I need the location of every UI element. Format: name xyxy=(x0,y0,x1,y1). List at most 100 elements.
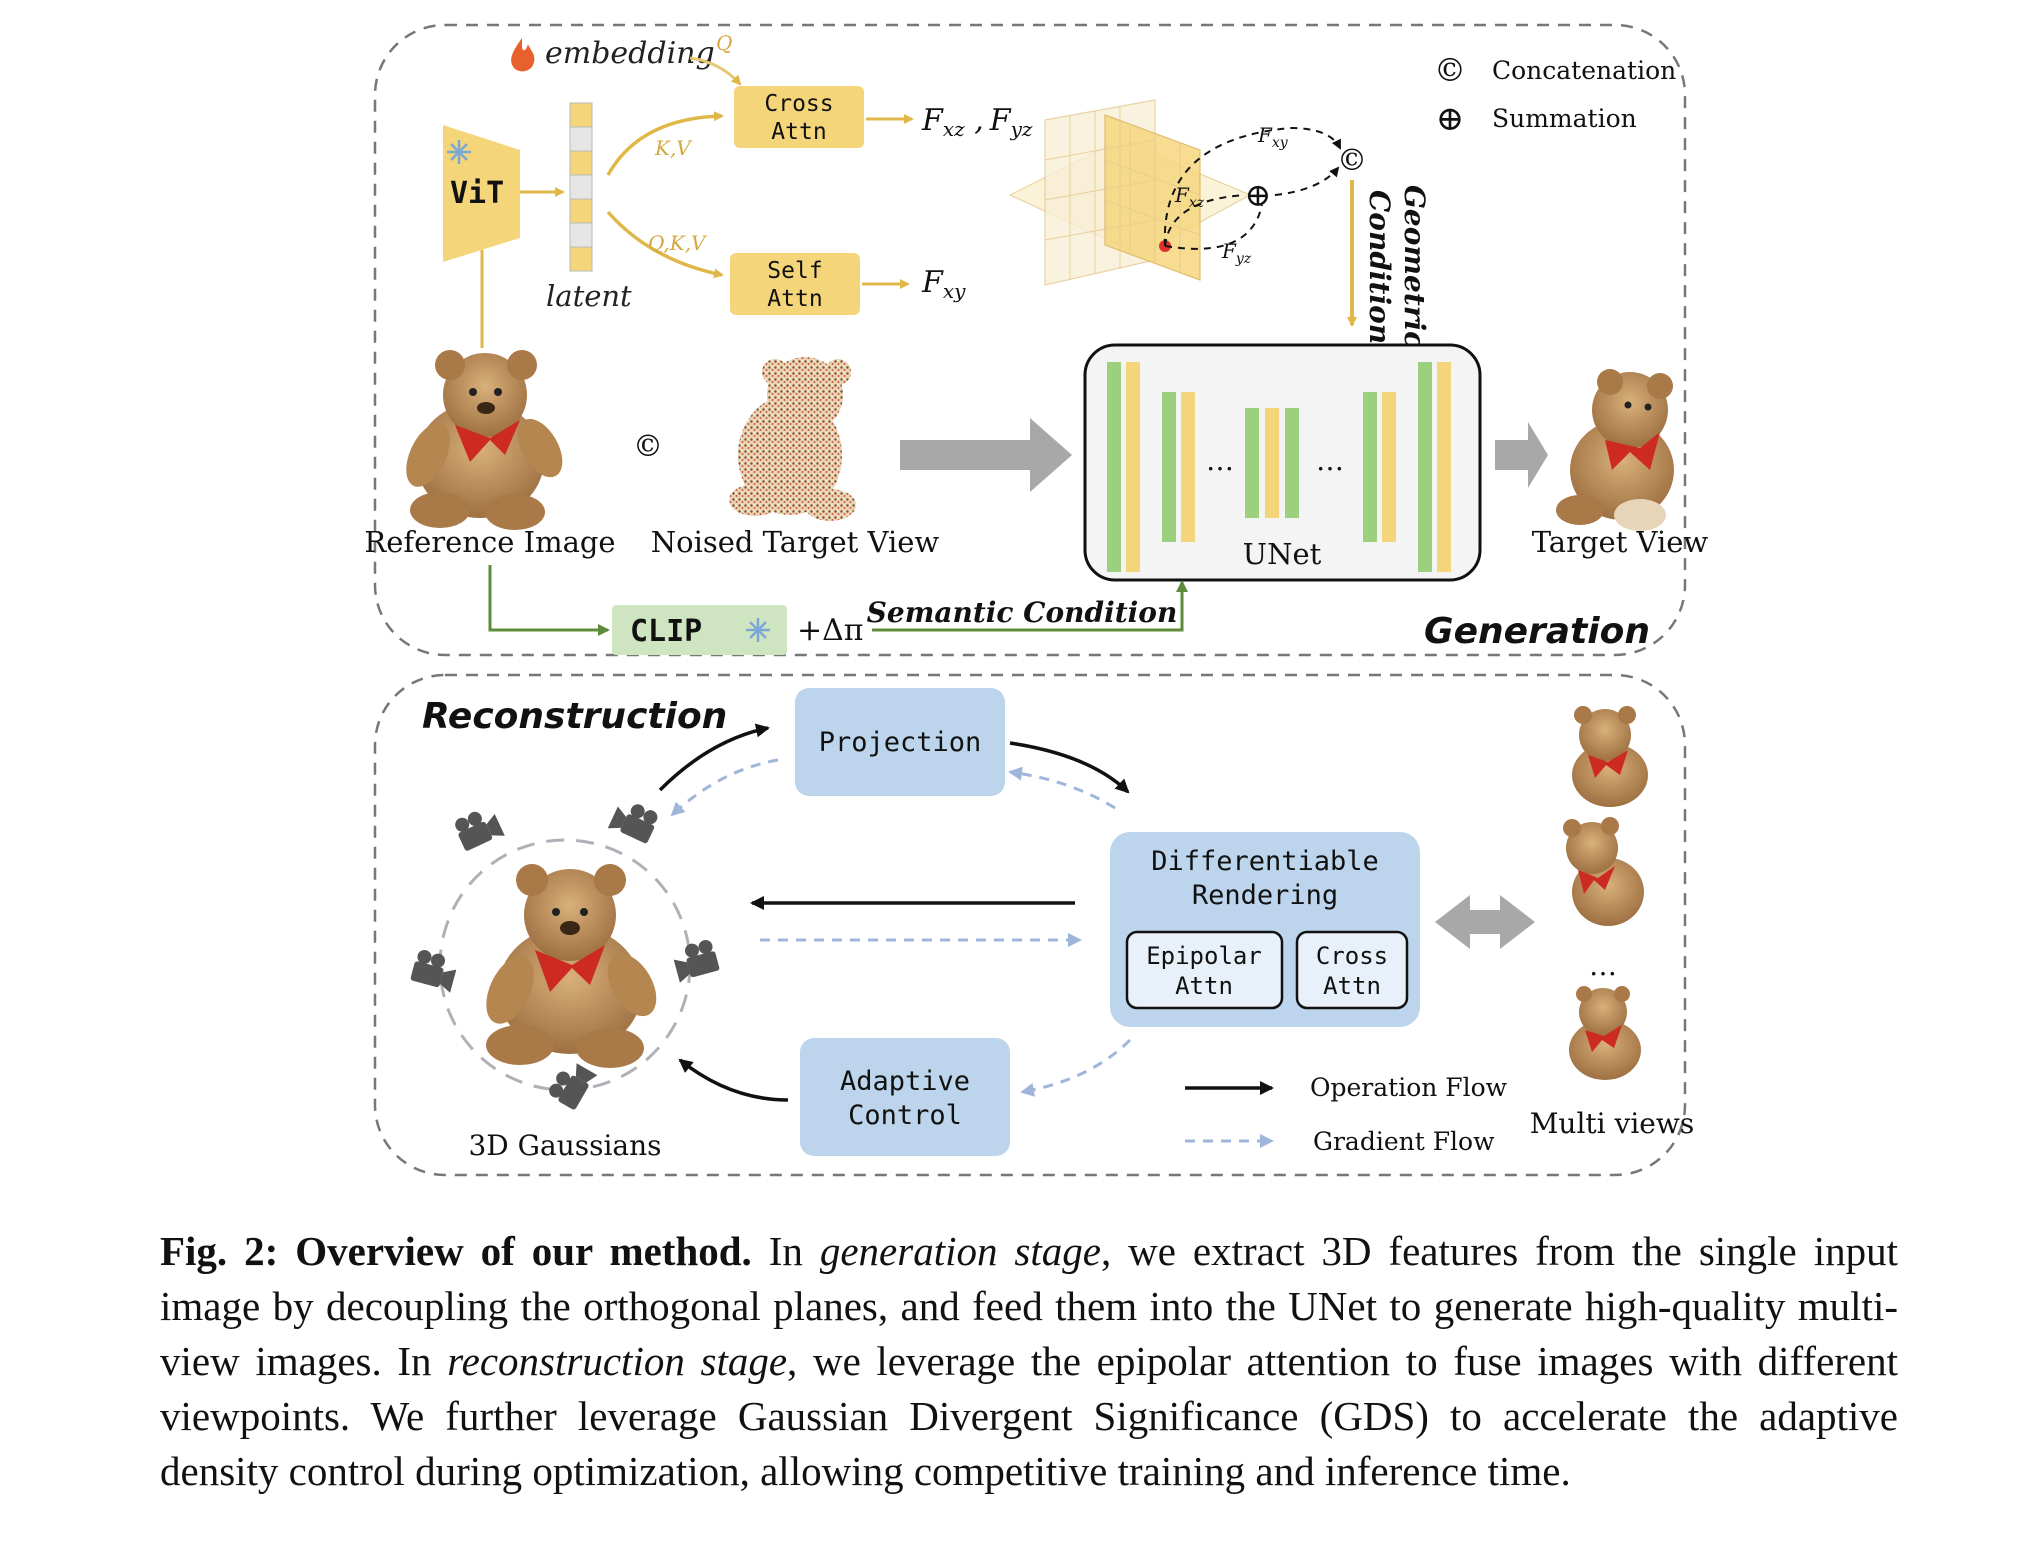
projection-to-rendering-arrow xyxy=(1009,741,1130,794)
delta-pi-label: +Δπ xyxy=(797,613,864,648)
plane-fyz-label: Fyz xyxy=(1221,239,1252,267)
image-to-clip-arrow xyxy=(488,565,610,636)
cross-attn-line1: Cross xyxy=(764,91,833,117)
caption-text-2: , we extract 3D features from the single… xyxy=(160,1228,1898,1384)
cross-attn-line2: Attn xyxy=(771,119,826,145)
noised-target-label: Noised Target View xyxy=(651,525,940,559)
clip-box xyxy=(612,605,787,655)
diff-rendering-line2: Rendering xyxy=(1192,880,1338,911)
method-overview-diagram: embedding Q ViT latent K,V Q,K,V Cross A… xyxy=(364,23,1709,1177)
q-label: Q xyxy=(716,31,732,55)
rendering-gradient-to-projection-arrow xyxy=(1008,766,1116,810)
unet-dots-left: … xyxy=(1206,444,1234,477)
kv-label: K,V xyxy=(654,136,693,160)
reconstruction-panel xyxy=(373,673,1687,1177)
projection-box xyxy=(795,688,1005,796)
caption-lead: Fig. 2: Overview of our method. xyxy=(160,1228,752,1274)
unet-dots-right: … xyxy=(1316,444,1344,477)
gaussian-teddy xyxy=(486,864,657,1068)
projection-label: Projection xyxy=(819,727,982,758)
noised-target-image xyxy=(729,357,856,521)
cross-recon-line2: Attn xyxy=(1323,972,1381,1000)
diff-rendering-line1: Differentiable xyxy=(1151,846,1379,877)
caption-italic-reconstruction: reconstruction stage xyxy=(447,1338,788,1384)
embedding-label: embedding xyxy=(545,36,715,71)
snowflake-icon xyxy=(447,140,471,164)
input-to-unet-arrow xyxy=(900,418,1072,492)
figure-caption: Fig. 2: Overview of our method. In gener… xyxy=(160,1224,1898,1499)
generation-stage-label: Generation xyxy=(1424,611,1650,652)
plane-fxz-label: Fxz xyxy=(1174,183,1205,211)
cross-recon-line1: Cross xyxy=(1316,942,1388,970)
self-attn-line1: Self xyxy=(767,258,822,284)
camera-icon-top-right xyxy=(607,804,658,844)
rendering-gradient-to-adaptive-arrow xyxy=(1020,1038,1132,1097)
flame-icon xyxy=(511,38,535,72)
cross-attn-recon-box xyxy=(1295,930,1409,1010)
multi-view-teddy-2 xyxy=(1563,817,1644,926)
reference-teddy-image xyxy=(406,350,563,530)
adaptive-control-box xyxy=(800,1038,1010,1156)
multi-view-teddy-3 xyxy=(1569,986,1641,1080)
semantic-condition-arrow xyxy=(872,580,1188,632)
multi-views-dots: … xyxy=(1589,949,1617,982)
caption-text-3: , we leverage the epipolar attention to … xyxy=(160,1338,1899,1494)
adaptive-line1: Adaptive xyxy=(840,1066,970,1097)
legend-sum-icon: ⊕ xyxy=(1436,99,1465,139)
gaussians-to-projection-arrow xyxy=(658,723,770,792)
target-view-image xyxy=(1556,369,1674,531)
legend-concat-icon: © xyxy=(1434,51,1466,89)
fyz-sample-path xyxy=(1164,204,1263,250)
rendering-multiview-double-arrow xyxy=(1435,895,1535,949)
generation-panel xyxy=(373,23,1687,657)
camera-icon-left xyxy=(410,949,457,993)
qkv-label: Q,K,V xyxy=(648,231,708,255)
multi-views-label: Multi views xyxy=(1530,1107,1694,1140)
epipolar-line1: Epipolar xyxy=(1146,942,1262,970)
clip-snowflake-icon xyxy=(746,618,770,642)
legend-gradient-flow: Gradient Flow xyxy=(1313,1127,1495,1156)
geometric-label-line2: Condition xyxy=(1363,190,1396,344)
concat-icon-inline: © xyxy=(633,429,663,464)
gaussians-label: 3D Gaussians xyxy=(468,1129,661,1162)
embedding-to-cross-arrow xyxy=(689,56,742,86)
fxz-sample-path xyxy=(1164,194,1246,247)
reference-image-label: Reference Image xyxy=(364,525,615,559)
unet-label: UNet xyxy=(1243,537,1322,571)
self-attn-line2: Attn xyxy=(767,286,822,312)
caption-text-1: In xyxy=(751,1228,820,1274)
fxy-sample-path xyxy=(1163,126,1341,247)
semantic-condition-label: Semantic Condition xyxy=(867,596,1178,629)
plane-fxy-label: Fxy xyxy=(1257,123,1289,151)
fxy-output: Fxy xyxy=(921,265,966,303)
cross-attn-box xyxy=(734,86,864,148)
epipolar-attn-box xyxy=(1125,930,1284,1010)
unet-layers xyxy=(1107,362,1451,572)
latent-label: latent xyxy=(546,279,632,313)
latent-tokens xyxy=(569,102,593,272)
self-attn-box xyxy=(730,253,860,315)
caption-italic-generation: generation stage xyxy=(819,1228,1101,1274)
sum-to-concat-path xyxy=(1274,166,1340,196)
projection-gradient-back-arrow xyxy=(670,758,779,817)
geometric-label-line1: Geometric xyxy=(1398,185,1431,348)
camera-icon-bottom xyxy=(549,1063,598,1110)
legend-summation: Summation xyxy=(1492,104,1637,133)
sum-icon: ⊕ xyxy=(1245,176,1272,214)
clip-label: CLIP xyxy=(630,614,702,649)
camera-icon-top-left xyxy=(455,811,505,851)
adaptive-line2: Control xyxy=(848,1100,962,1131)
concat-icon: © xyxy=(1337,143,1367,178)
unet-to-target-arrow xyxy=(1495,422,1548,488)
triplane-illustration xyxy=(1008,99,1252,286)
latent-to-self-arrow xyxy=(606,210,724,279)
camera-icon-right xyxy=(673,939,720,983)
reconstruction-stage-label: Reconstruction xyxy=(422,696,727,737)
vit-label: ViT xyxy=(450,176,504,211)
target-view-label: Target View xyxy=(1532,525,1709,559)
vit-encoder xyxy=(443,125,520,262)
fxz-fyz-output: Fxz , Fyz xyxy=(921,103,1033,141)
epipolar-line2: Attn xyxy=(1175,972,1233,1000)
adaptive-to-gaussians-arrow xyxy=(678,1058,789,1102)
legend-concatenation: Concatenation xyxy=(1492,56,1676,85)
